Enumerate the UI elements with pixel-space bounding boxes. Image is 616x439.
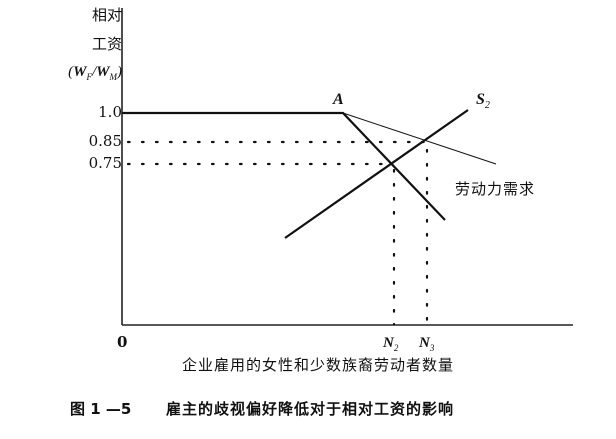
figure-caption: 雇主的歧视偏好降低对于相对工资的影响 [166, 400, 455, 418]
y-tick-1-0: 1.0 [98, 103, 122, 121]
demand-label: 劳动力需求 [455, 180, 536, 198]
x-tick-n2: N2 [383, 335, 399, 353]
point-a-label: A [333, 91, 344, 108]
x-tick-n3: N3 [419, 335, 435, 353]
y-axis-title-line1: 相对 [91, 6, 122, 24]
y-tick-0-85: 0.85 [88, 132, 122, 150]
demand-curve-new [342, 112, 497, 165]
x-axis-title: 企业雇用的女性和少数族裔劳动者数量 [182, 356, 455, 374]
figure-number: 图 1 —5 [70, 400, 132, 418]
supply-curve-s2 [284, 109, 469, 239]
x-origin-label: 0 [117, 333, 128, 351]
demand-curve-original [122, 111, 446, 221]
y-axis-title-line3: (WF/WM) [68, 64, 122, 82]
supply-label-s2: S2 [476, 91, 490, 112]
y-axis-title-line2: 工资 [91, 35, 122, 53]
y-tick-0-75: 0.75 [88, 154, 122, 172]
